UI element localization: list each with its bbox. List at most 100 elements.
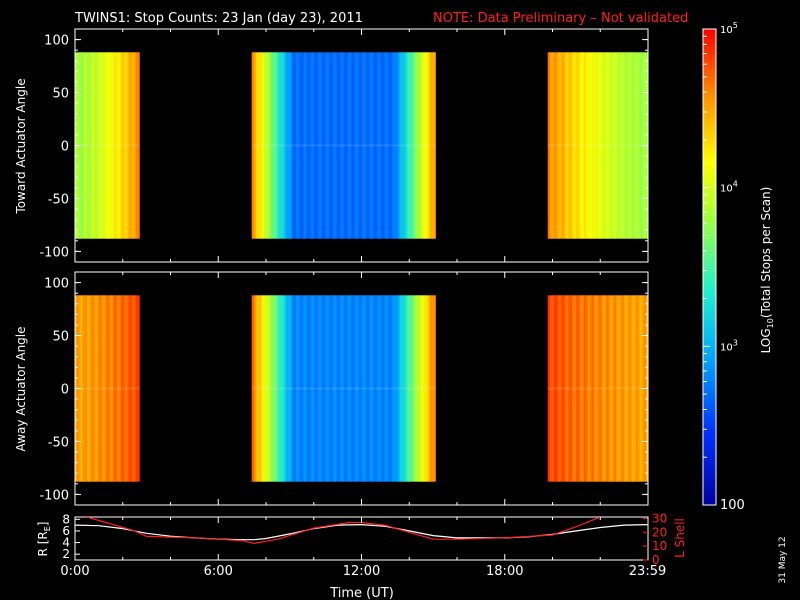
heatmap-cell — [617, 295, 621, 482]
heatmap-cell — [99, 295, 102, 482]
y-tick-label: 100 — [44, 34, 69, 49]
heatmap-cell — [357, 295, 360, 482]
heatmap-cell — [113, 52, 116, 239]
heatmap-cell — [279, 52, 282, 239]
heatmap-cell — [367, 295, 370, 482]
y-tick-label: -50 — [48, 435, 69, 450]
heatmap-cell — [111, 295, 114, 482]
toward-heatmap-cells — [75, 52, 649, 239]
l-shell-line — [86, 517, 601, 545]
heatmap-cell — [371, 52, 374, 239]
heatmap-cell — [573, 52, 577, 239]
heatmap-cell — [283, 52, 286, 239]
heatmap-cell — [373, 295, 376, 482]
colorbar-gradient — [703, 29, 716, 505]
heatmap-cell — [251, 295, 254, 482]
heatmap-cell — [355, 295, 358, 482]
heatmap-cell — [615, 52, 619, 239]
orbit-right-y-label: L Shell — [673, 518, 687, 558]
toward-y-label: Toward Actuator Angle — [14, 78, 28, 214]
heatmap-cell — [303, 52, 306, 239]
heatmap-cell — [363, 52, 366, 239]
heatmap-cell — [265, 295, 268, 482]
heatmap-cell — [129, 52, 132, 239]
heatmap-cell — [567, 295, 571, 482]
heatmap-cell — [553, 295, 557, 482]
zero-angle-band — [251, 144, 436, 147]
heatmap-cell — [415, 52, 418, 239]
heatmap-cell — [597, 52, 601, 239]
heatmap-cell — [585, 295, 589, 482]
heatmap-cell — [383, 295, 386, 482]
heatmap-cell — [583, 295, 587, 482]
colorbar-ticks: 105 104 103 100 — [703, 21, 745, 513]
away-y-axis: 100 50 0 -50 -100 — [39, 272, 649, 505]
heatmap-cell — [123, 295, 126, 482]
heatmap-cell — [343, 52, 346, 239]
heatmap-cell — [355, 52, 358, 239]
heatmap-cell — [341, 52, 344, 239]
heatmap-cell — [103, 52, 106, 239]
heatmap-cell — [379, 52, 382, 239]
heatmap-cell — [403, 295, 406, 482]
heatmap-cell — [263, 295, 266, 482]
heatmap-cell — [259, 295, 262, 482]
heatmap-cell — [387, 295, 390, 482]
heatmap-cell — [613, 52, 617, 239]
heatmap-cell — [431, 52, 434, 239]
heatmap-cell — [329, 52, 332, 239]
heatmap-cell — [561, 52, 565, 239]
heatmap-cell — [407, 295, 410, 482]
heatmap-cell — [253, 52, 256, 239]
heatmap-cell — [431, 295, 434, 482]
heatmap-cell — [259, 52, 262, 239]
heatmap-cell — [307, 295, 310, 482]
heatmap-cell — [303, 295, 306, 482]
heatmap-cell — [375, 52, 378, 239]
heatmap-cell — [309, 52, 312, 239]
x-tick-label: 0:00 — [60, 564, 89, 579]
heatmap-cell — [565, 295, 569, 482]
colorbar-tick-label: 105 — [720, 21, 738, 36]
heatmap-cell — [385, 295, 388, 482]
heatmap-cell — [367, 52, 370, 239]
heatmap-cell — [93, 52, 96, 239]
heatmap-cell — [115, 295, 118, 482]
heatmap-cell — [111, 52, 114, 239]
heatmap-cell — [345, 52, 348, 239]
heatmap-cell — [301, 52, 304, 239]
heatmap-cell — [309, 295, 312, 482]
heatmap-cell — [389, 295, 392, 482]
heatmap-cell — [89, 295, 92, 482]
heatmap-cell — [639, 52, 643, 239]
heatmap-cell — [119, 52, 122, 239]
heatmap-cell — [575, 52, 579, 239]
heatmap-cell — [95, 295, 98, 482]
heatmap-cell — [337, 52, 340, 239]
heatmap-cell — [419, 52, 422, 239]
heatmap-cell — [377, 295, 380, 482]
heatmap-cell — [283, 295, 286, 482]
left-y-tick-label: 4 — [62, 536, 70, 550]
heatmap-cell — [421, 52, 424, 239]
heatmap-cell — [299, 295, 302, 482]
heatmap-cell — [559, 52, 563, 239]
heatmap-cell — [305, 295, 308, 482]
heatmap-cell — [581, 52, 585, 239]
heatmap-cell — [133, 52, 136, 239]
heatmap-cell — [379, 295, 382, 482]
heatmap-cell — [371, 295, 374, 482]
heatmap-cell — [551, 52, 555, 239]
heatmap-cell — [567, 52, 571, 239]
heatmap-cell — [547, 52, 551, 239]
y-tick-label: 100 — [44, 277, 69, 292]
heatmap-cell — [391, 52, 394, 239]
x-tick-label: 23:59 — [629, 564, 666, 579]
heatmap-cell — [393, 52, 396, 239]
heatmap-cell — [589, 295, 593, 482]
heatmap-cell — [279, 295, 282, 482]
heatmap-cell — [273, 52, 276, 239]
heatmap-cell — [631, 52, 635, 239]
heatmap-cell — [267, 295, 270, 482]
heatmap-cell — [89, 52, 92, 239]
